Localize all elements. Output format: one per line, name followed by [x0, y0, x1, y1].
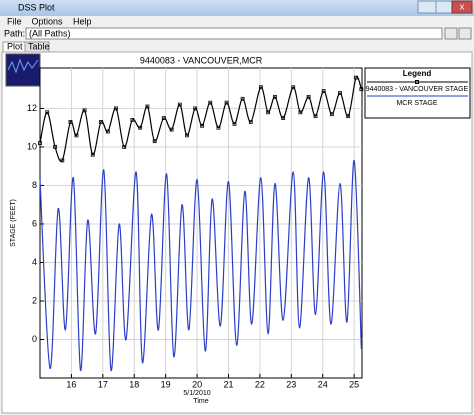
title-bar	[0, 0, 474, 16]
y-tick-label: 10	[27, 141, 37, 151]
series-marker	[122, 145, 127, 149]
x-tick-label: 24	[318, 379, 328, 389]
series-marker	[281, 116, 286, 120]
y-tick-label: 4	[32, 257, 37, 267]
series-marker	[130, 118, 135, 122]
series-marker	[291, 85, 296, 90]
y-tick-label: 8	[32, 180, 37, 190]
y-axis-label: STAGE (FEET)	[10, 199, 17, 247]
series-marker	[185, 133, 189, 138]
down-button[interactable]	[444, 27, 458, 40]
x-tick-label: 18	[129, 379, 139, 389]
series-marker	[53, 145, 57, 149]
series-marker	[248, 120, 253, 124]
series-marker	[216, 125, 221, 130]
series-marker	[200, 123, 204, 128]
series-marker	[169, 127, 174, 132]
close-button[interactable]	[451, 0, 473, 14]
y-tick-label: 2	[32, 295, 37, 305]
series-marker	[74, 133, 79, 138]
series-marker	[161, 116, 166, 120]
chart-title: 9440083 - VANCOUVER,MCR	[140, 55, 263, 65]
series-marker	[208, 100, 213, 105]
series-marker	[152, 139, 157, 144]
menu-file[interactable]: File	[7, 16, 22, 26]
series-marker	[338, 91, 342, 95]
series-marker	[240, 96, 245, 101]
series-marker	[306, 94, 311, 99]
legend-entry: 9440083 - VANCOUVER STAGE	[366, 86, 469, 93]
series-marker	[60, 158, 65, 163]
series-marker	[224, 100, 229, 105]
series-marker	[258, 85, 263, 90]
series-marker	[313, 114, 318, 119]
series-marker	[82, 108, 87, 113]
series-marker	[145, 104, 150, 109]
minimize-button[interactable]	[417, 0, 437, 14]
x-tick-label: 16	[66, 379, 76, 389]
legend-marker	[415, 80, 419, 84]
series-marker	[232, 121, 237, 126]
series-marker	[105, 129, 110, 134]
series-marker	[329, 112, 334, 117]
x-tick-label: 17	[98, 379, 108, 389]
maximize-button[interactable]	[435, 0, 453, 14]
close-icon: x	[460, 1, 465, 11]
path-value: (All Paths)	[29, 28, 71, 38]
x-tick-label: 23	[286, 379, 296, 389]
x-tick-label: 21	[223, 379, 233, 389]
series-marker	[298, 110, 303, 115]
legend-entry: MCR STAGE	[396, 100, 437, 107]
legend-box	[364, 67, 471, 119]
series-marker	[346, 114, 351, 119]
series-marker	[45, 110, 50, 115]
path-label: Path:	[4, 28, 25, 38]
x-tick-label: 25	[349, 379, 359, 389]
legend-title: Legend	[403, 69, 432, 78]
series-marker	[38, 141, 42, 145]
y-tick-label: 0	[32, 334, 37, 344]
x-tick-label: 22	[255, 379, 265, 389]
series-marker	[273, 94, 277, 99]
y-tick-label: 12	[27, 103, 37, 113]
date-annotation: 5/1/2010	[183, 390, 210, 397]
series-marker	[321, 89, 326, 94]
thumbnail-trace	[7, 58, 39, 74]
x-tick-label: 20	[192, 379, 202, 389]
thumbnail[interactable]	[5, 53, 41, 87]
series-marker	[266, 110, 270, 115]
series-marker	[193, 106, 198, 111]
x-tick-label: 19	[161, 379, 171, 389]
series-line	[39, 159, 362, 371]
tab-table-label: Table	[28, 41, 50, 51]
menu-help[interactable]: Help	[73, 16, 92, 26]
series-marker	[90, 152, 95, 157]
series-marker	[354, 75, 358, 80]
series-marker	[359, 87, 364, 92]
series-marker	[177, 102, 182, 107]
x-axis-label: Time	[193, 398, 208, 405]
series-marker	[114, 106, 118, 111]
up-button[interactable]	[458, 27, 472, 40]
menu-options[interactable]: Options	[32, 16, 64, 26]
window-title: DSS Plot	[18, 2, 55, 12]
tab-plot-label: Plot	[7, 41, 23, 51]
path-dropdown[interactable]	[25, 27, 443, 40]
series-marker	[68, 120, 73, 124]
series-marker	[99, 120, 103, 124]
series-marker	[138, 125, 143, 130]
y-tick-label: 6	[32, 218, 37, 228]
